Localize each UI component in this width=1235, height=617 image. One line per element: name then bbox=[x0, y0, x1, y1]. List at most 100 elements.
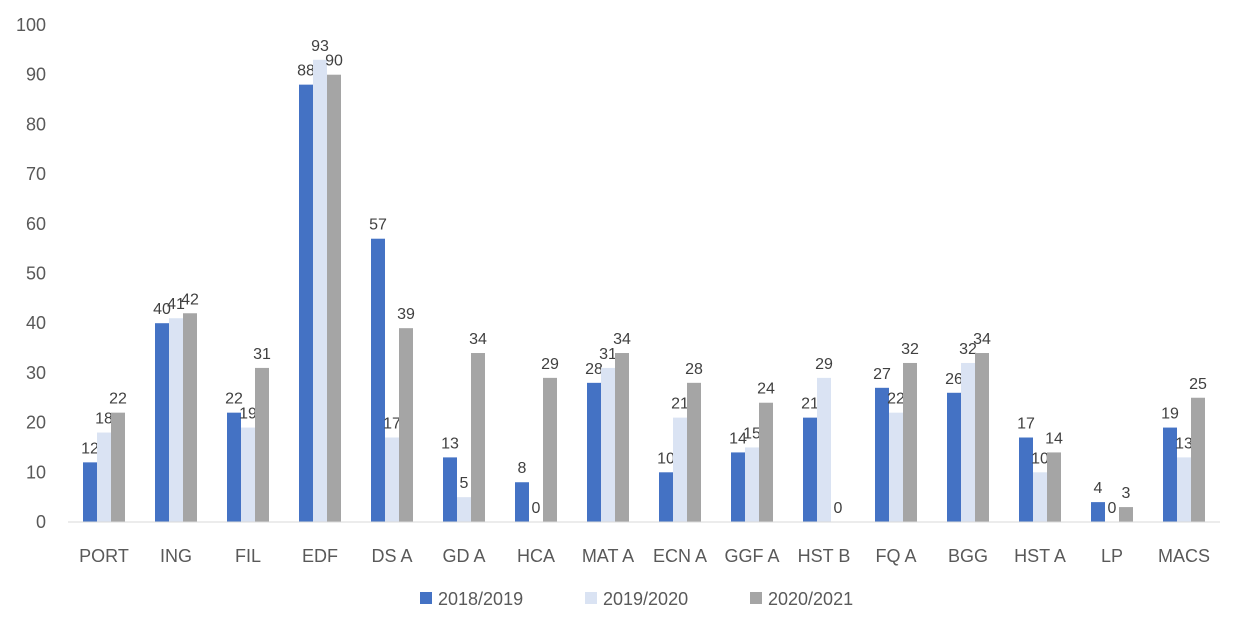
data-label: 22 bbox=[109, 391, 127, 408]
x-tick-label: ING bbox=[160, 546, 192, 566]
data-label: 15 bbox=[743, 425, 761, 442]
data-label: 93 bbox=[311, 38, 329, 55]
data-label: 57 bbox=[369, 217, 387, 234]
x-tick-label: GD A bbox=[442, 546, 485, 566]
legend-label: 2020/2021 bbox=[768, 589, 853, 609]
bar bbox=[241, 427, 255, 522]
x-tick-label: BGG bbox=[948, 546, 988, 566]
x-tick-label: ECN A bbox=[653, 546, 707, 566]
bar bbox=[443, 457, 457, 522]
legend: 2018/2019 2019/2020 2020/2021 bbox=[420, 589, 853, 609]
y-tick-label: 0 bbox=[36, 512, 46, 532]
data-label: 14 bbox=[1045, 430, 1063, 447]
y-tick-label: 20 bbox=[26, 413, 46, 433]
x-tick-label: DS A bbox=[371, 546, 412, 566]
data-label: 0 bbox=[1108, 500, 1117, 517]
legend-swatch bbox=[750, 592, 762, 604]
x-tick-label: FQ A bbox=[875, 546, 916, 566]
bar bbox=[745, 447, 759, 522]
data-label: 14 bbox=[729, 430, 747, 447]
bar bbox=[1019, 437, 1033, 522]
data-label: 88 bbox=[297, 63, 315, 80]
data-label: 26 bbox=[945, 371, 963, 388]
bar bbox=[803, 417, 817, 522]
bar bbox=[169, 318, 183, 522]
y-tick-label: 100 bbox=[16, 15, 46, 35]
data-label: 25 bbox=[1189, 376, 1207, 393]
x-tick-label: HCA bbox=[517, 546, 555, 566]
data-label: 21 bbox=[671, 396, 689, 413]
bar bbox=[1091, 502, 1105, 522]
bar bbox=[327, 74, 341, 522]
data-label: 18 bbox=[95, 411, 113, 428]
x-axis: PORT ING FIL EDF DS A GD A HCA MAT A ECN A GGF A H… bbox=[68, 521, 1220, 566]
bar bbox=[155, 323, 169, 522]
y-tick-label: 90 bbox=[26, 65, 46, 85]
data-label: 4 bbox=[1094, 480, 1103, 497]
data-label: 19 bbox=[239, 406, 257, 423]
data-label: 31 bbox=[253, 346, 271, 363]
data-label: 32 bbox=[959, 341, 977, 358]
bar bbox=[759, 402, 773, 522]
bar bbox=[587, 382, 601, 522]
data-label: 39 bbox=[397, 306, 415, 323]
y-tick-label: 80 bbox=[26, 114, 46, 134]
bar bbox=[889, 412, 903, 522]
data-label: 22 bbox=[887, 391, 905, 408]
bar bbox=[875, 387, 889, 522]
bar bbox=[1119, 507, 1133, 522]
bar bbox=[659, 472, 673, 522]
bar bbox=[543, 377, 557, 522]
data-label: 0 bbox=[532, 500, 541, 517]
data-label: 32 bbox=[901, 341, 919, 358]
data-label: 8 bbox=[518, 460, 527, 477]
y-axis: 0 10 20 30 40 50 60 70 80 90 100 bbox=[16, 15, 46, 532]
bar bbox=[471, 353, 485, 522]
bar bbox=[1163, 427, 1177, 522]
bar bbox=[83, 462, 97, 522]
y-tick-label: 60 bbox=[26, 214, 46, 234]
x-tick-label: HST B bbox=[798, 546, 851, 566]
bar bbox=[313, 59, 327, 522]
y-tick-label: 10 bbox=[26, 462, 46, 482]
x-tick-label: MACS bbox=[1158, 546, 1210, 566]
data-label: 28 bbox=[685, 361, 703, 378]
data-label: 13 bbox=[1175, 435, 1193, 452]
bar bbox=[1047, 452, 1061, 522]
data-label: 12 bbox=[81, 440, 99, 457]
bar bbox=[299, 84, 313, 522]
y-tick-label: 40 bbox=[26, 313, 46, 333]
x-tick-label: EDF bbox=[302, 546, 338, 566]
bar bbox=[1191, 397, 1205, 522]
data-label: 24 bbox=[757, 381, 775, 398]
bar bbox=[371, 238, 385, 522]
bar bbox=[515, 482, 529, 522]
bar bbox=[255, 367, 269, 522]
data-label: 21 bbox=[801, 396, 819, 413]
bar bbox=[673, 417, 687, 522]
x-tick-label: LP bbox=[1101, 546, 1123, 566]
data-label: 34 bbox=[469, 331, 487, 348]
bar bbox=[1177, 457, 1191, 522]
bar bbox=[903, 362, 917, 522]
bar bbox=[947, 392, 961, 522]
data-label: 10 bbox=[1031, 450, 1049, 467]
data-label: 10 bbox=[657, 450, 675, 467]
data-label: 27 bbox=[873, 366, 891, 383]
bar bbox=[975, 353, 989, 522]
data-label: 31 bbox=[599, 346, 617, 363]
data-label: 41 bbox=[167, 296, 185, 313]
x-tick-label: FIL bbox=[235, 546, 261, 566]
bar bbox=[457, 497, 471, 522]
legend-label: 2019/2020 bbox=[603, 589, 688, 609]
data-label: 42 bbox=[181, 291, 199, 308]
bar bbox=[615, 353, 629, 522]
x-tick-label: HST A bbox=[1014, 546, 1066, 566]
data-label: 17 bbox=[1017, 416, 1035, 433]
bar bbox=[111, 412, 125, 522]
data-label: 29 bbox=[541, 356, 559, 373]
data-label: 13 bbox=[441, 435, 459, 452]
bar bbox=[731, 452, 745, 522]
bar bbox=[1033, 472, 1047, 522]
